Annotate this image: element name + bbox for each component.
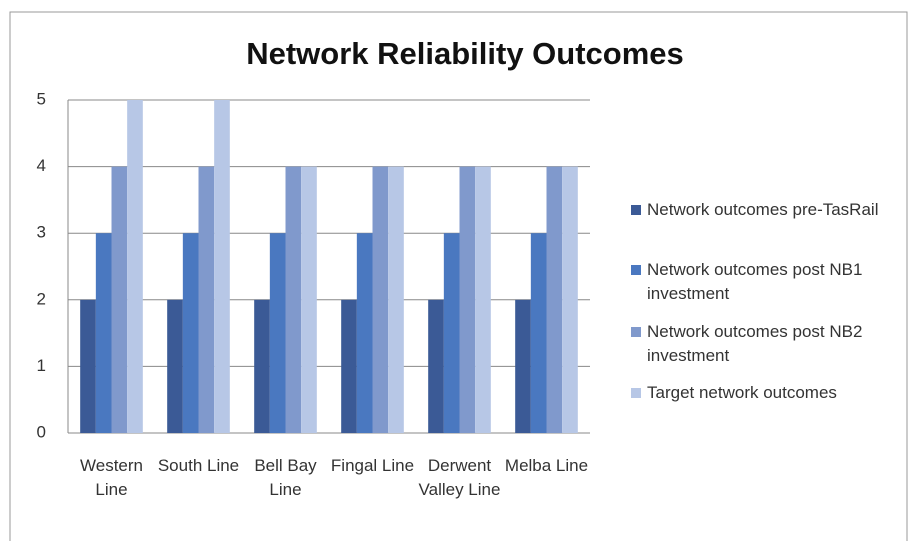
bar (95, 233, 112, 433)
legend-swatch (631, 388, 641, 398)
bar (182, 233, 199, 433)
y-tick-label: 1 (37, 356, 46, 375)
bar (198, 166, 215, 433)
bar (111, 166, 128, 433)
x-tick-label: Melba Line (504, 456, 589, 475)
bar (254, 299, 270, 433)
legend-label: Network outcomes post NB1 investment (647, 260, 863, 303)
x-tick-label: Derwent Valley Line (418, 456, 501, 499)
bar (475, 166, 491, 433)
bar (301, 166, 317, 433)
x-tick-label: Western Line (80, 456, 143, 499)
bar (127, 100, 143, 433)
bar (372, 166, 389, 433)
y-tick-label: 3 (37, 223, 46, 242)
legend-swatch (631, 265, 641, 275)
y-tick-label: 0 (37, 422, 46, 441)
bar (80, 299, 96, 433)
bar (341, 299, 357, 433)
legend-swatch (631, 327, 641, 337)
bar (269, 233, 286, 433)
bar (515, 299, 531, 433)
y-tick-label: 2 (37, 289, 46, 308)
y-tick-label: 4 (37, 156, 46, 175)
bar (356, 233, 373, 433)
bar (214, 100, 230, 433)
x-tick-label: Bell Bay Line (254, 456, 317, 499)
bar (530, 233, 547, 433)
legend-label: Network outcomes pre-TasRail (647, 200, 879, 219)
y-tick-label: 5 (37, 89, 46, 108)
legend-swatch (631, 205, 641, 215)
x-tick-label: South Line (157, 456, 240, 475)
bar (546, 166, 563, 433)
bar (285, 166, 302, 433)
bar (167, 299, 183, 433)
bar (443, 233, 460, 433)
legend-label: Target network outcomes (647, 383, 837, 402)
bar (459, 166, 476, 433)
legend-label: Network outcomes post NB2 investment (647, 322, 863, 365)
bar (428, 299, 444, 433)
x-tick-label: Fingal Line (330, 456, 415, 475)
bar (388, 166, 404, 433)
chart-title: Network Reliability Outcomes (246, 36, 684, 71)
bar (562, 166, 578, 433)
